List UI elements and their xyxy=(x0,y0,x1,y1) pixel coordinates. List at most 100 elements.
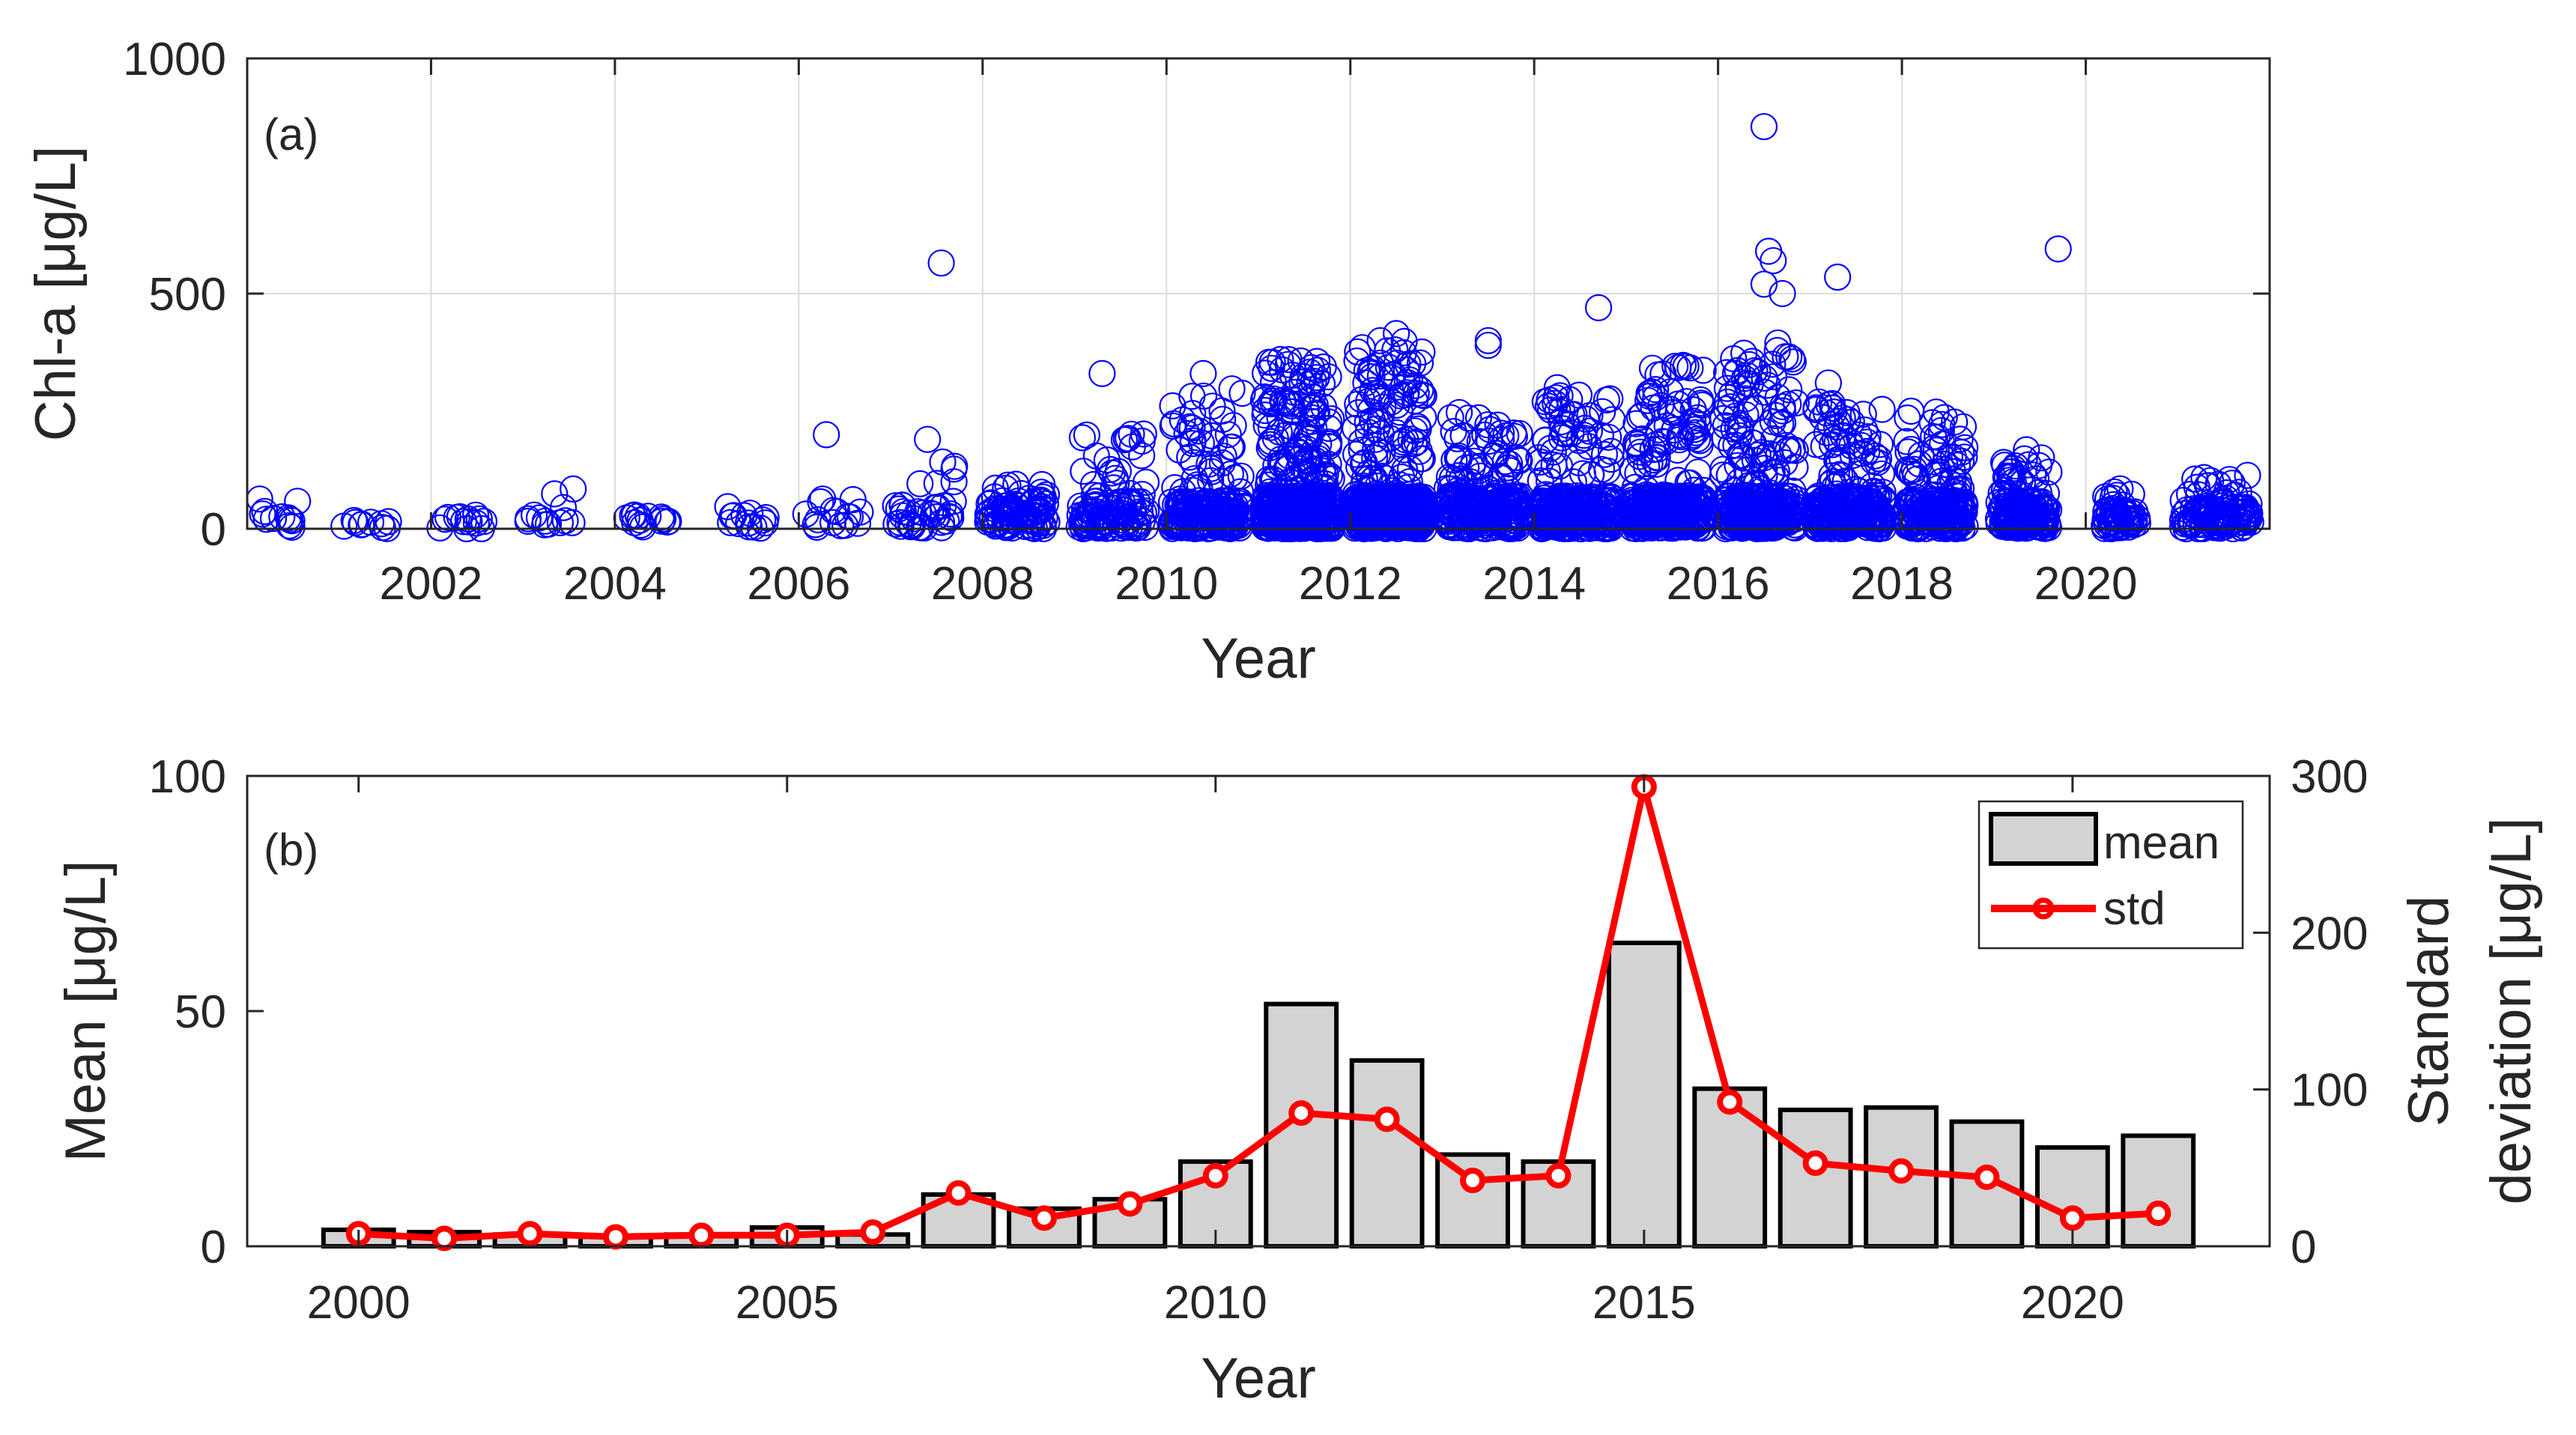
std-point xyxy=(860,1219,886,1246)
data-point xyxy=(1358,362,1386,391)
data-point xyxy=(2121,505,2148,533)
data-point xyxy=(1851,416,1879,444)
data-point-outlier xyxy=(1760,246,1787,275)
data-point xyxy=(1309,353,1337,381)
data-point xyxy=(1536,467,1563,495)
data-point xyxy=(752,503,780,532)
data-point xyxy=(1751,455,1778,482)
data-point-outlier xyxy=(1189,359,1217,387)
data-point xyxy=(1847,431,1875,459)
data-point xyxy=(431,506,459,533)
data-point-outlier xyxy=(1088,359,1116,387)
data-point xyxy=(1951,491,1979,518)
data-point xyxy=(1661,416,1688,444)
panel-b-left-y-axis-label: Mean [μg/L] xyxy=(54,861,118,1162)
data-point xyxy=(981,474,1009,503)
panel-b-x-axis-label: Year xyxy=(1201,1347,1316,1410)
data-point xyxy=(2092,482,2120,511)
data-point xyxy=(1640,446,1668,474)
data-point xyxy=(1526,505,1554,533)
data-point xyxy=(1545,506,1572,534)
data-point-outlier xyxy=(914,425,942,453)
data-point xyxy=(846,498,874,526)
data-point-outlier xyxy=(1897,397,1925,425)
data-point xyxy=(2107,506,2135,534)
data-point xyxy=(1651,487,1679,515)
data-point xyxy=(1709,461,1737,489)
data-point xyxy=(1725,422,1753,449)
data-point xyxy=(1759,351,1786,378)
data-point xyxy=(1947,507,1975,535)
data-point xyxy=(1575,433,1603,461)
data-point xyxy=(1386,471,1413,499)
data-point-outlier xyxy=(1750,270,1778,298)
data-point xyxy=(792,500,819,528)
data-point xyxy=(1216,433,1245,461)
data-point xyxy=(1439,485,1467,513)
data-point xyxy=(1808,493,1836,521)
data-point xyxy=(1853,437,1881,466)
data-point xyxy=(1268,356,1296,383)
data-point xyxy=(2231,494,2258,522)
legend-mean-swatch xyxy=(1989,812,2098,866)
data-point-outlier xyxy=(813,421,840,449)
data-point xyxy=(1542,389,1569,417)
data-point xyxy=(1818,462,1846,490)
data-point xyxy=(1255,493,1283,521)
data-point xyxy=(1548,424,1575,452)
data-point xyxy=(1642,375,1670,404)
data-point xyxy=(1176,443,1204,471)
data-point xyxy=(1455,404,1482,432)
data-point xyxy=(2212,512,2240,540)
data-point xyxy=(1848,459,1876,488)
data-point xyxy=(2003,512,2031,541)
std-point xyxy=(1888,1158,1915,1184)
data-point xyxy=(1637,482,1665,511)
data-point xyxy=(1068,424,1097,452)
data-point xyxy=(1159,412,1187,440)
data-point xyxy=(1260,385,1288,413)
data-point xyxy=(1185,417,1213,445)
data-point xyxy=(1367,420,1395,448)
panel-b-left-y-ticks: 0 50 100 xyxy=(149,751,264,1273)
data-point xyxy=(1568,497,1595,525)
data-point xyxy=(1902,496,1930,524)
std-point xyxy=(1545,1162,1572,1189)
data-point xyxy=(1019,488,1047,515)
data-point xyxy=(1590,440,1619,468)
data-point xyxy=(1342,440,1370,468)
panel-b-legend: mean std xyxy=(1978,800,2244,950)
data-point xyxy=(1267,345,1294,374)
panel-b-std-line xyxy=(345,774,2172,1252)
data-point xyxy=(1189,382,1218,410)
legend-mean-label: mean xyxy=(2103,817,2219,869)
x-tick-label: 2004 xyxy=(563,558,667,610)
data-point xyxy=(1371,507,1398,536)
data-point xyxy=(1772,482,1800,510)
data-point xyxy=(649,505,677,533)
data-point xyxy=(1806,495,1834,523)
data-point xyxy=(1398,504,1426,532)
data-point xyxy=(1894,455,1921,484)
data-point xyxy=(1389,339,1418,367)
panel-a-points xyxy=(246,112,2264,543)
data-point xyxy=(1445,398,1473,426)
data-point xyxy=(1111,509,1139,538)
data-point xyxy=(560,475,587,503)
data-point xyxy=(1178,414,1206,442)
y-tick-label-left: 50 xyxy=(175,986,226,1038)
x-tick-label: 2020 xyxy=(2034,558,2138,610)
data-point xyxy=(1854,493,1882,521)
data-point xyxy=(2100,478,2128,506)
data-point xyxy=(1344,338,1372,365)
data-point xyxy=(1622,410,1650,437)
data-point xyxy=(1184,494,1212,521)
mean-bar xyxy=(1349,1058,1425,1249)
y-tick-label: 0 xyxy=(201,504,226,556)
data-point xyxy=(330,512,358,540)
data-point xyxy=(882,492,909,520)
y-tick-label: 500 xyxy=(149,269,226,321)
data-point xyxy=(1578,511,1605,538)
data-point xyxy=(1301,488,1330,515)
data-point xyxy=(1597,437,1625,465)
